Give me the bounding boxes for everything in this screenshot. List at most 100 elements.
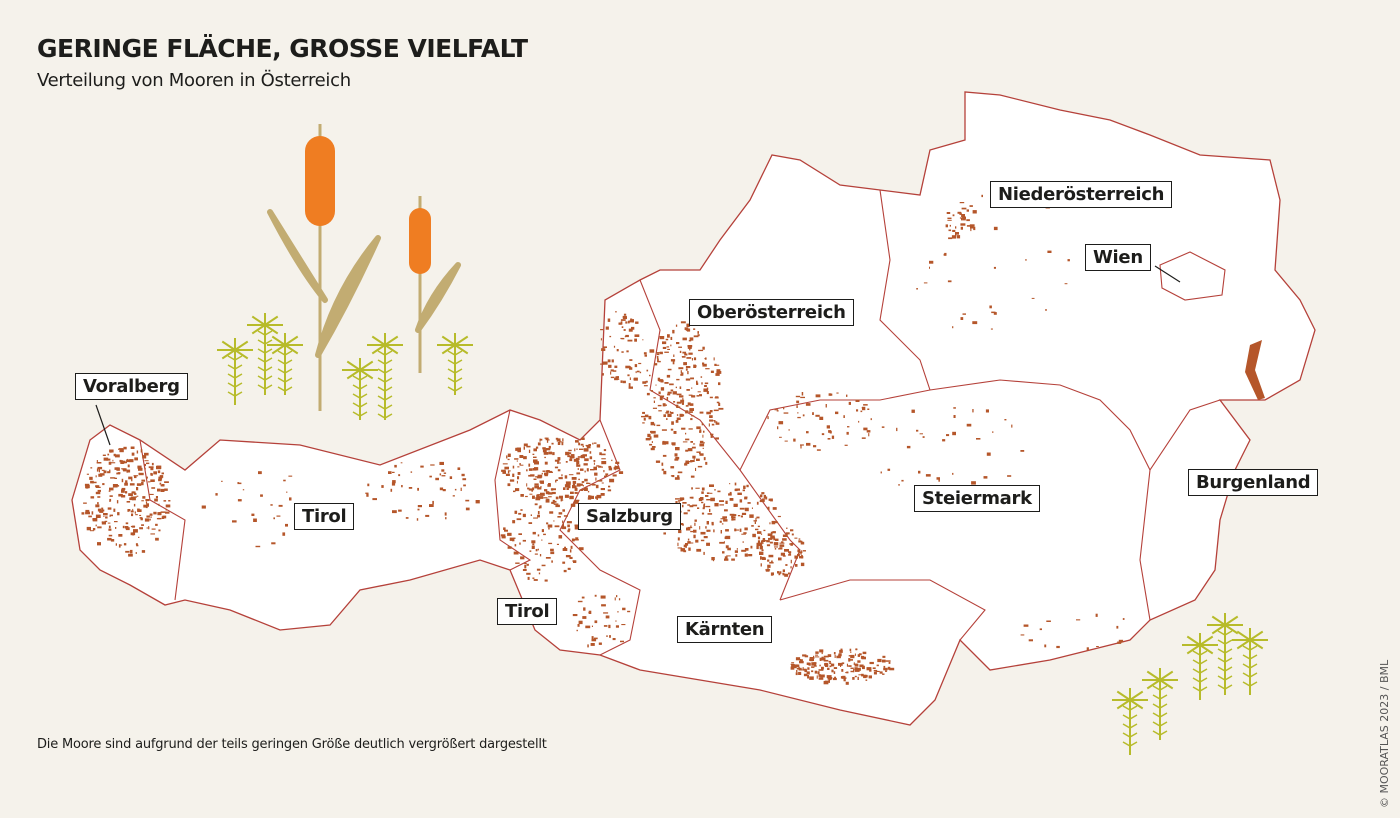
moor-patch [767,416,769,420]
moor-patch [557,457,561,461]
moor-patch [829,662,832,665]
moor-patch [119,544,123,546]
moor-patch [545,557,551,559]
moor-patch [112,459,114,462]
moor-patch [713,357,715,361]
moss-leaf [1186,635,1201,646]
moor-patch [682,351,687,354]
moor-patch [623,329,626,331]
moor-patch [452,495,455,497]
moor-patch [669,383,674,386]
moor-patch [814,656,820,658]
moor-patch [675,324,678,327]
moor-patch [666,410,670,413]
moor-patch [807,675,809,679]
moor-patch [793,438,796,442]
moor-patch [588,495,593,497]
moor-patch [580,468,584,471]
moor-patch [101,469,105,471]
moor-patch [461,473,465,477]
moor-patch [95,475,97,478]
moor-patch [827,654,832,657]
moor-patch [670,428,674,431]
moor-patch [526,445,531,448]
moor-patch [1116,625,1119,629]
moor-patch [649,443,653,446]
moor-patch [537,442,541,446]
moor-patch [686,328,691,332]
moor-patch [739,499,743,503]
moor-patch [86,526,91,531]
moor-patch [141,524,144,526]
moor-patch [507,458,510,461]
moor-patch [649,374,651,377]
moor-patch [680,399,685,403]
moor-patch [742,489,745,492]
moor-patch [656,353,660,356]
moor-patch [771,560,773,563]
moor-patch [672,475,675,478]
moor-patch [585,444,590,447]
moor-patch [804,655,809,658]
moor-patch [714,503,719,507]
moor-patch [160,488,165,492]
moor-patch [537,494,542,496]
moor-patch [827,667,830,670]
moor-patch [696,451,700,453]
moss-leaf [234,340,249,351]
moor-patch [678,346,682,348]
moss-leaf [1192,650,1208,656]
moor-patch [679,395,684,398]
moor-patch [838,662,843,666]
moor-patch [715,437,719,440]
moor-patch [862,651,867,655]
moor-patch [128,493,133,496]
moor-patch [138,467,143,471]
moor-patch [641,415,645,418]
moor-patch [705,505,711,508]
moor-patch [588,610,592,614]
moss-leaf [1199,644,1214,655]
moor-patch [673,401,676,403]
moor-patch [118,493,123,497]
moor-patch [798,551,802,554]
moor-patch [586,482,591,484]
moor-patch [761,492,765,495]
moor-patch [676,401,682,404]
moor-patch [509,479,515,482]
moor-patch [500,534,506,537]
moor-patch [800,396,805,399]
moor-patch [417,505,422,508]
moor-patch [862,665,865,670]
moor-patch [110,539,115,542]
moor-patch [685,462,690,464]
moor-patch [617,611,619,613]
moor-patch [136,544,139,547]
moor-patch [559,440,561,442]
moor-patch [850,670,854,673]
moor-patch [772,531,776,534]
moss-leaf [227,382,243,388]
moor-patch [709,484,714,487]
moor-patch [863,427,868,431]
moor-patch [625,334,629,338]
moor-patch [601,453,606,456]
moor-patch [533,456,537,458]
moss-leaf [447,377,463,383]
moor-patch [548,451,553,455]
moor-patch [757,540,760,544]
moor-patch [983,476,988,479]
moor-patch [580,454,585,459]
moor-patch [595,496,598,499]
moor-patch [441,469,445,472]
moor-patch [143,504,148,508]
moor-patch [993,226,998,231]
moor-patch [948,237,953,240]
moor-patch [918,470,921,474]
moor-patch [755,517,757,521]
moor-patch [786,527,788,529]
moor-patch [672,444,676,446]
moor-patch [776,410,779,412]
moor-patch [590,643,595,646]
moor-patch [676,378,680,381]
